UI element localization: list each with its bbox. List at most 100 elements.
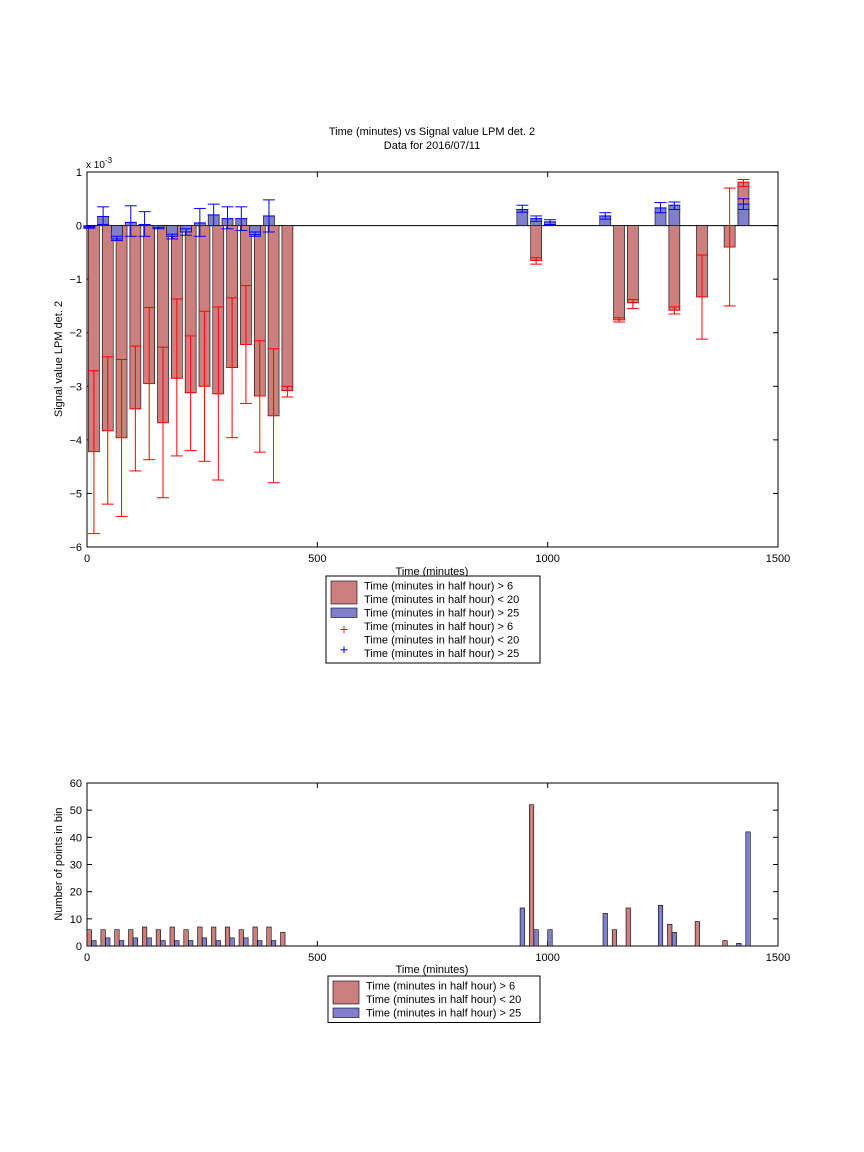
bar bbox=[519, 907, 525, 947]
series-1 bbox=[83, 198, 750, 242]
bar bbox=[188, 940, 194, 947]
bar bbox=[224, 926, 231, 947]
y-axis-label: Signal value LPM det. 2 bbox=[53, 301, 65, 417]
legend-label: Time (minutes in half hour) > 6 bbox=[364, 581, 513, 593]
bar bbox=[238, 929, 244, 947]
bar bbox=[132, 937, 138, 947]
x-tick-label: 1500 bbox=[766, 952, 790, 964]
x-tick-label: 500 bbox=[308, 952, 326, 964]
bar bbox=[215, 940, 221, 947]
bar bbox=[657, 904, 664, 947]
bar bbox=[722, 940, 728, 947]
bar bbox=[257, 940, 263, 947]
legend-label: Time (minutes in half hour) < 20 bbox=[366, 994, 521, 1006]
y-tick-label: −5 bbox=[69, 488, 82, 500]
bar bbox=[668, 225, 681, 311]
y-tick-label: −6 bbox=[69, 542, 82, 554]
legend-label: Time (minutes in half hour) > 25 bbox=[364, 648, 519, 660]
y-tick-label: 60 bbox=[70, 778, 82, 790]
bar bbox=[281, 225, 294, 391]
y-tick-label: 0 bbox=[76, 221, 82, 233]
bar bbox=[745, 831, 751, 947]
y-tick-label: −3 bbox=[69, 381, 82, 393]
bar bbox=[243, 937, 249, 947]
x-tick-label: 1000 bbox=[535, 553, 559, 565]
bar bbox=[625, 907, 631, 947]
bar bbox=[201, 937, 208, 947]
y-tick-label: 0 bbox=[76, 941, 82, 953]
bar bbox=[119, 940, 125, 947]
legend-label: Time (minutes in half hour) < 20 bbox=[364, 635, 519, 647]
bar bbox=[613, 225, 625, 321]
bar bbox=[142, 926, 148, 947]
bar bbox=[611, 929, 618, 947]
bar bbox=[114, 929, 120, 947]
y-tick-label: 20 bbox=[70, 887, 82, 899]
y-tick-label: −2 bbox=[69, 328, 82, 340]
legend-swatch bbox=[332, 1007, 360, 1018]
signal-chart: Time (minutes) vs Signal value LPM det. … bbox=[53, 126, 790, 664]
bar bbox=[736, 942, 742, 947]
legend-box bbox=[325, 575, 541, 664]
bar bbox=[547, 929, 553, 947]
legend-label: Time (minutes in half hour) > 25 bbox=[366, 1008, 521, 1020]
bar bbox=[128, 929, 134, 947]
bar bbox=[602, 913, 608, 947]
x-tick-label: 0 bbox=[84, 952, 90, 964]
bar bbox=[174, 940, 180, 947]
bar bbox=[530, 225, 542, 261]
legend-swatch bbox=[332, 980, 360, 1005]
bar bbox=[280, 932, 286, 947]
axes-frame bbox=[86, 171, 779, 548]
y-tick-label: −1 bbox=[69, 274, 82, 286]
series-0 bbox=[86, 804, 728, 947]
bar bbox=[211, 926, 217, 947]
plot-area: 0 500 1000 1500 1 0 −1 −2 −3 −4 −5 −6 bbox=[69, 167, 790, 565]
exponent-power: -3 bbox=[105, 156, 113, 165]
legend-label: Time (minutes in half hour) > 6 bbox=[364, 621, 513, 633]
y-tick-label: 10 bbox=[70, 914, 82, 926]
x-tick-label: 1500 bbox=[766, 553, 790, 565]
bar bbox=[229, 937, 235, 947]
y-tick-label: 50 bbox=[70, 805, 82, 817]
bar bbox=[146, 937, 152, 947]
series-0 bbox=[87, 179, 750, 535]
bar bbox=[271, 940, 277, 947]
y-tick-label: −4 bbox=[69, 435, 82, 447]
axes-frame bbox=[86, 782, 779, 947]
y-tick-label: 30 bbox=[70, 860, 82, 872]
series-1 bbox=[91, 831, 751, 947]
legend-swatch bbox=[330, 580, 358, 605]
count-chart: 0 500 1000 1500 60 50 40 30 20 10 0 Number of poin… bbox=[53, 778, 790, 1023]
x-tick-label: 500 bbox=[308, 553, 326, 565]
y-axis-label: Number of points in bin bbox=[53, 807, 65, 920]
plot-area: 0 500 1000 1500 60 50 40 30 20 10 0 bbox=[70, 778, 790, 964]
bar bbox=[86, 929, 92, 947]
chart-subtitle: Data for 2016/07/11 bbox=[384, 140, 480, 152]
bar bbox=[627, 225, 639, 304]
bar bbox=[667, 923, 673, 947]
x-tick-label: 0 bbox=[84, 553, 90, 565]
legend-box bbox=[327, 975, 541, 1023]
bar bbox=[183, 929, 189, 947]
bar bbox=[694, 921, 700, 947]
chart-title: Time (minutes) vs Signal value LPM det. … bbox=[329, 126, 535, 138]
exponent-label: x 10-3 bbox=[86, 156, 113, 171]
bar bbox=[528, 804, 535, 947]
bar bbox=[105, 937, 111, 947]
bar bbox=[160, 940, 166, 947]
legend-label: Time (minutes in half hour) > 25 bbox=[364, 608, 519, 620]
bar bbox=[671, 932, 677, 947]
y-tick-label: 40 bbox=[70, 832, 82, 844]
bar bbox=[252, 926, 258, 947]
exponent-base: x 10 bbox=[86, 160, 105, 171]
legend-swatch bbox=[330, 607, 358, 618]
bar bbox=[533, 929, 539, 947]
bar bbox=[197, 926, 203, 947]
bar bbox=[169, 926, 175, 947]
bar bbox=[155, 929, 161, 947]
x-tick-label: 1000 bbox=[535, 952, 559, 964]
